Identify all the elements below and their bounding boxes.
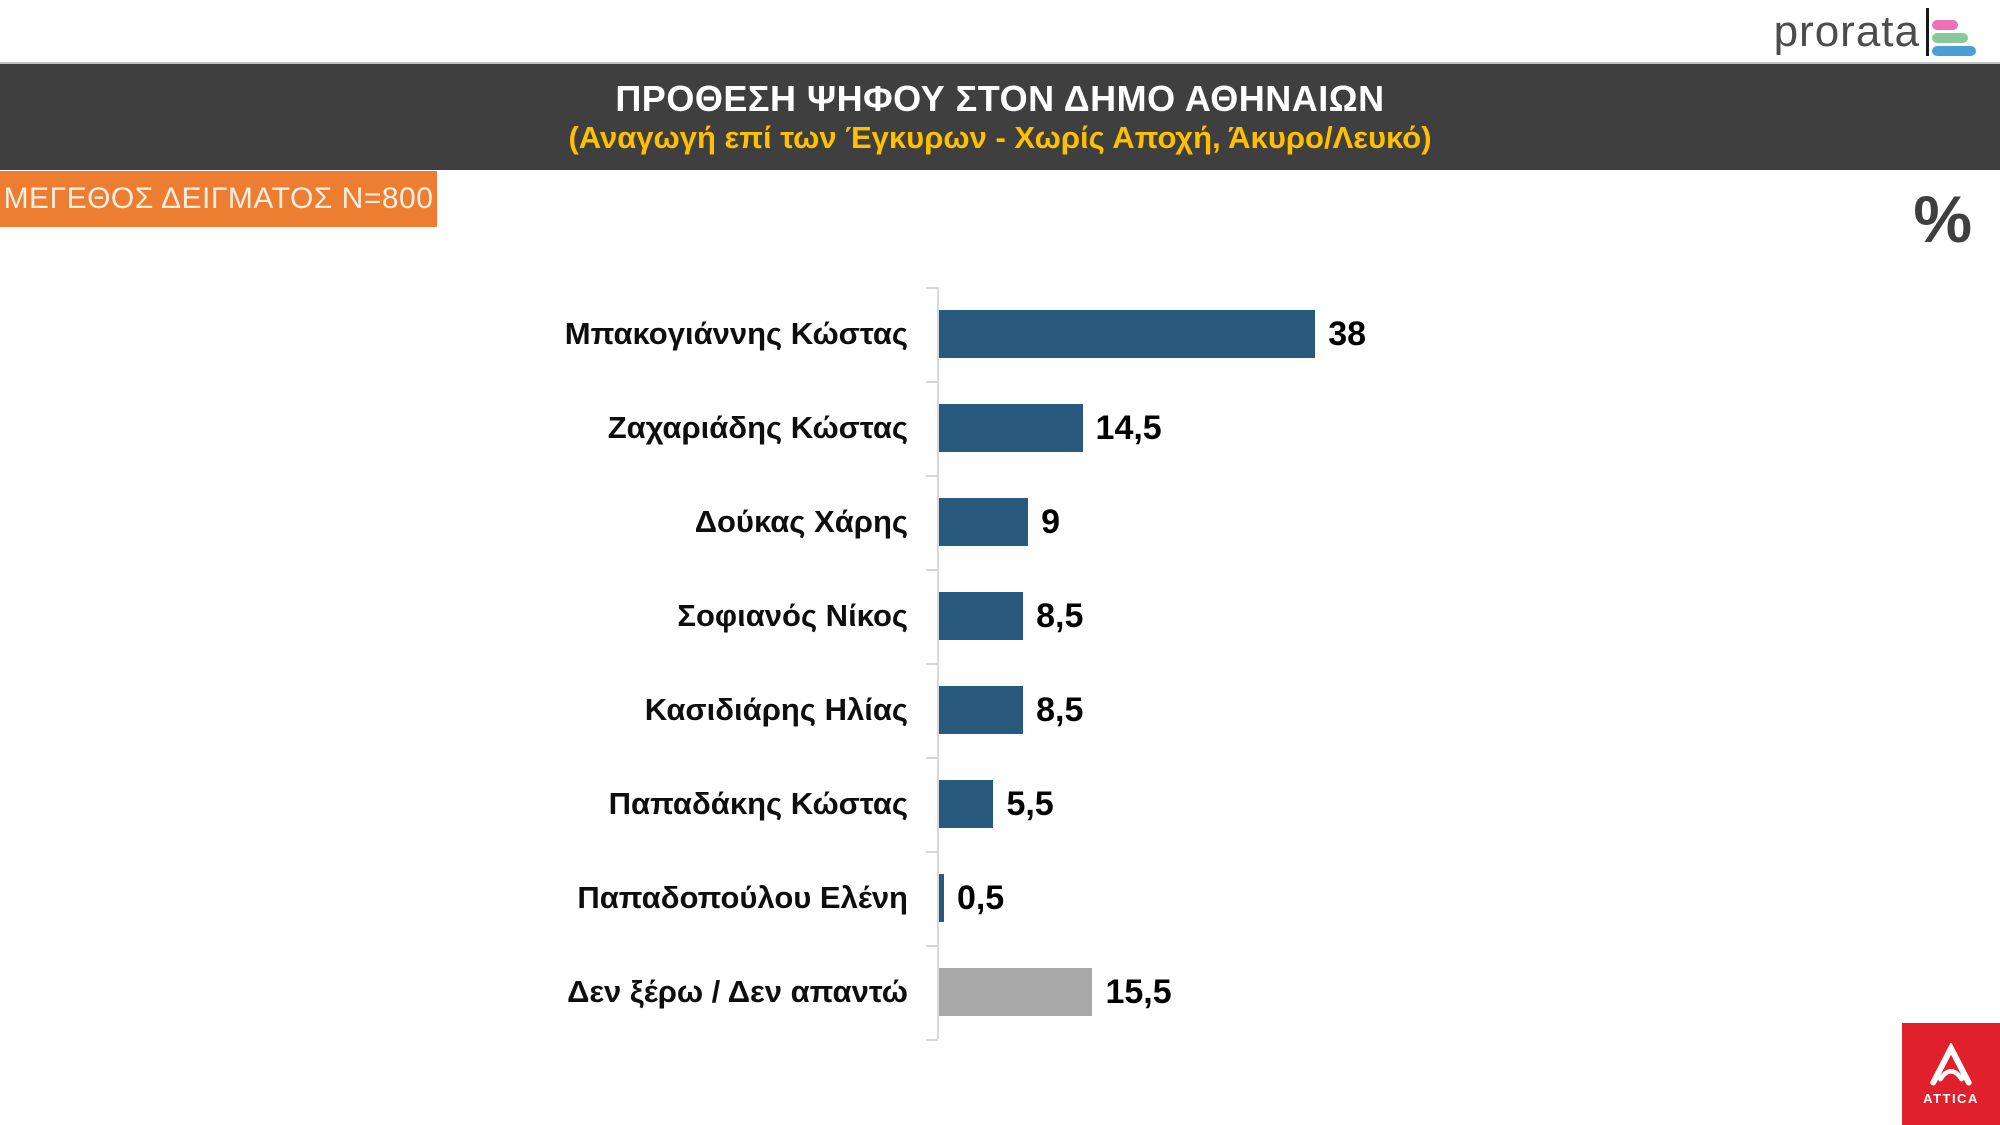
sample-size-label: ΜΕΓΕΘΟΣ ΔΕΙΓΜΑΤΟΣ Ν=800 [3,182,434,215]
value-label: 9 [1041,502,1061,541]
prorata-icon-bar-pink [1932,20,1958,30]
category-label: Παπαδοπούλου Ελένη [577,880,908,915]
sample-size-badge: ΜΕΓΕΘΟΣ ΔΕΙΓΜΑΤΟΣ Ν=800 [0,171,437,227]
bar-area: 15,5 [937,945,2000,1039]
bar [939,310,1316,358]
bar-area: 14,5 [937,381,2000,475]
prorata-icon-bar-blue [1932,46,1976,56]
bar [939,592,1024,640]
header-band: ΠΡΟΘΕΣΗ ΨΗΦΟΥ ΣΤΟΝ ΔΗΜΟ ΑΘΗΝΑΙΩΝ (Αναγωγ… [0,62,2000,170]
bar [939,874,944,922]
page-subtitle: (Αναγωγή επί των Έγκυρων - Χωρίς Αποχή, … [568,119,1432,155]
category-label: Δούκας Χάρης [694,504,908,539]
category-label: Σοφιανός Νίκος [677,598,908,633]
category-label: Ζαχαριάδης Κώστας [607,410,908,445]
value-label: 15,5 [1105,972,1172,1011]
bar [939,498,1029,546]
chart-row: Δούκας Χάρης 9 [0,475,2000,569]
chart-row: Δεν ξέρω / Δεν απαντώ 15,5 [0,945,2000,1039]
chart-row: Ζαχαριάδης Κώστας 14,5 [0,381,2000,475]
prorata-icon-axis [1926,8,1929,56]
bar-area: 8,5 [937,569,2000,663]
value-label: 5,5 [1006,784,1054,823]
value-label: 0,5 [956,878,1005,917]
bar-chart: Μπακογιάννης Κώστας 38 Ζαχαριάδης Κώστας… [0,287,2000,1041]
chart-row: Μπακογιάννης Κώστας 38 [0,287,2000,381]
bar [939,968,1093,1016]
chart-row: Σοφιανός Νίκος 8,5 [0,569,2000,663]
value-label: 8,5 [1036,596,1084,635]
prorata-logo-text: prorata [1773,7,1920,56]
bar-area: 38 [937,287,2000,381]
attica-logo-text: ATTICA [1923,1090,1979,1106]
value-label: 38 [1328,314,1367,353]
chart-row: Κασιδιάρης Ηλίας 8,5 [0,663,2000,757]
bar-area: 0,5 [937,851,2000,945]
value-label: 14,5 [1095,408,1162,447]
chart-row: Παπαδοπούλου Ελένη 0,5 [0,851,2000,945]
category-label: Παπαδάκης Κώστας [608,786,908,821]
category-label: Δεν ξέρω / Δεν απαντώ [567,974,908,1009]
bar-area: 9 [937,475,2000,569]
bar [939,404,1083,452]
value-label: 8,5 [1036,690,1084,729]
top-strip: prorata [0,0,2000,62]
bar [939,780,994,828]
prorata-barchart-icon [1926,8,1976,56]
prorata-logo: prorata [1774,8,1976,56]
category-label: Κασιδιάρης Ηλίας [644,692,908,727]
prorata-icon-bar-green [1932,33,1968,43]
bar-area: 5,5 [937,757,2000,851]
chart-row: Παπαδάκης Κώστας 5,5 [0,757,2000,851]
category-label: Μπακογιάννης Κώστας [564,316,908,351]
bar-area: 8,5 [937,663,2000,757]
page-title: ΠΡΟΘΕΣΗ ΨΗΦΟΥ ΣΤΟΝ ΔΗΜΟ ΑΘΗΝΑΙΩΝ [615,78,1385,120]
attica-logo: ATTICA [1902,1023,2000,1125]
attica-a-icon [1930,1042,1972,1085]
bar [939,686,1024,734]
percent-icon: % [1913,182,1972,256]
prorata-icon-bars [1932,20,1976,56]
